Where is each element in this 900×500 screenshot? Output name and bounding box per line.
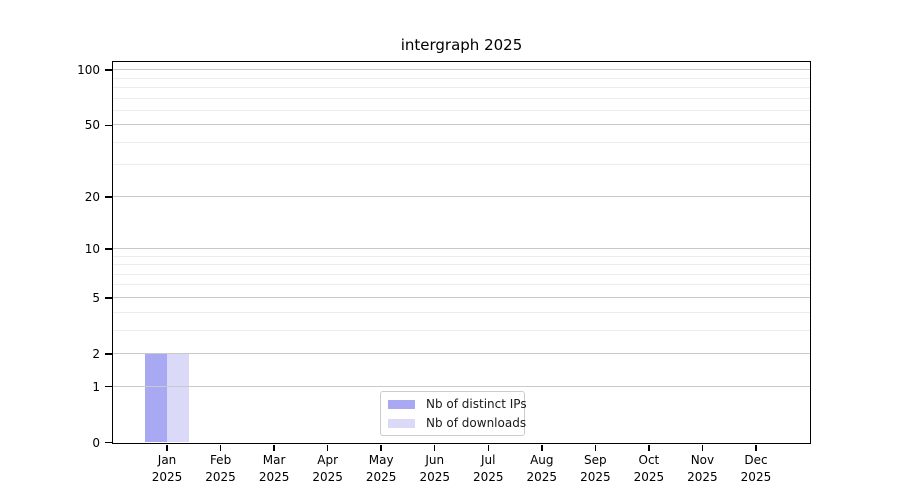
x-tick (594, 444, 597, 451)
x-tick (541, 444, 543, 451)
x-tick-label: Jan 2025 (151, 453, 183, 484)
x-tick (755, 444, 757, 451)
y-tick-label: 0 (92, 435, 100, 450)
gridline-minor (113, 329, 810, 331)
gridline-minor (113, 109, 810, 111)
y-tick (105, 69, 112, 71)
y-tick-label: 100 (77, 63, 100, 78)
x-tick (701, 444, 704, 451)
gridline-minor (113, 273, 810, 275)
legend-item-distinct-ips: Nb of distinct IPs (388, 397, 527, 411)
legend: Nb of distinct IPs Nb of downloads (380, 391, 527, 436)
x-tick-label: Oct 2025 (633, 453, 665, 484)
legend-swatch-distinct-ips (388, 399, 415, 409)
gridline-major (113, 296, 810, 298)
y-tick-label: 50 (84, 118, 100, 133)
x-tick (648, 444, 650, 451)
x-tick (487, 444, 490, 451)
legend-item-downloads: Nb of downloads (388, 416, 526, 430)
y-tick (105, 385, 112, 388)
x-tick (166, 444, 168, 451)
y-tick (105, 124, 112, 126)
x-tick-label: Jun 2025 (419, 453, 450, 484)
y-tick (105, 441, 112, 444)
gridline-minor (113, 97, 810, 99)
bars-layer (113, 62, 810, 443)
gridline-major (113, 385, 810, 387)
y-tick-label: 10 (84, 242, 100, 257)
x-tick-label: Dec 2025 (740, 453, 772, 484)
x-tick (273, 444, 275, 451)
chart-title: intergraph 2025 (400, 36, 523, 54)
grid-layer (113, 62, 810, 443)
y-tick (105, 353, 112, 355)
x-tick-label: Sep 2025 (580, 453, 611, 484)
y-tick (105, 196, 112, 198)
y-tick (105, 248, 112, 250)
gridline-major (113, 69, 810, 71)
legend-label: Nb of distinct IPs (426, 397, 527, 411)
x-tick-label: Feb 2025 (205, 453, 236, 484)
y-tick (105, 297, 112, 299)
gridline-minor (113, 141, 810, 143)
legend-swatch-downloads (388, 418, 415, 428)
y-tick-label: 1 (92, 379, 100, 394)
x-tick-label: Jul 2025 (472, 453, 504, 484)
x-tick (326, 444, 329, 451)
gridline-minor (113, 311, 810, 313)
x-tick (380, 444, 382, 451)
x-tick-label: Apr 2025 (312, 453, 343, 484)
gridline-minor (113, 86, 810, 88)
gridline-minor (113, 264, 810, 266)
legend-label: Nb of downloads (426, 416, 527, 430)
y-tick-label: 5 (92, 290, 100, 305)
x-tick-label: Aug 2025 (526, 453, 558, 484)
bar-nb-of-distinct-ips-jan (144, 353, 167, 442)
gridline-minor (113, 255, 810, 257)
y-tick-label: 20 (84, 189, 100, 204)
x-tick-label: Nov 2025 (687, 453, 718, 484)
gridline-major (113, 352, 810, 354)
y-tick-label: 2 (92, 346, 100, 361)
x-tick-label: Mar 2025 (258, 453, 290, 484)
x-tick (219, 444, 222, 451)
x-tick-label: May 2025 (365, 453, 397, 484)
gridline-major (113, 195, 810, 197)
gridline-minor (113, 77, 810, 79)
gridline-major (113, 124, 810, 126)
x-tick (433, 444, 436, 451)
gridline-major (113, 248, 810, 250)
gridline-minor (113, 284, 810, 286)
bar-nb-of-downloads-jan (166, 353, 189, 442)
plot-area (112, 61, 811, 444)
gridline-minor (113, 164, 810, 166)
